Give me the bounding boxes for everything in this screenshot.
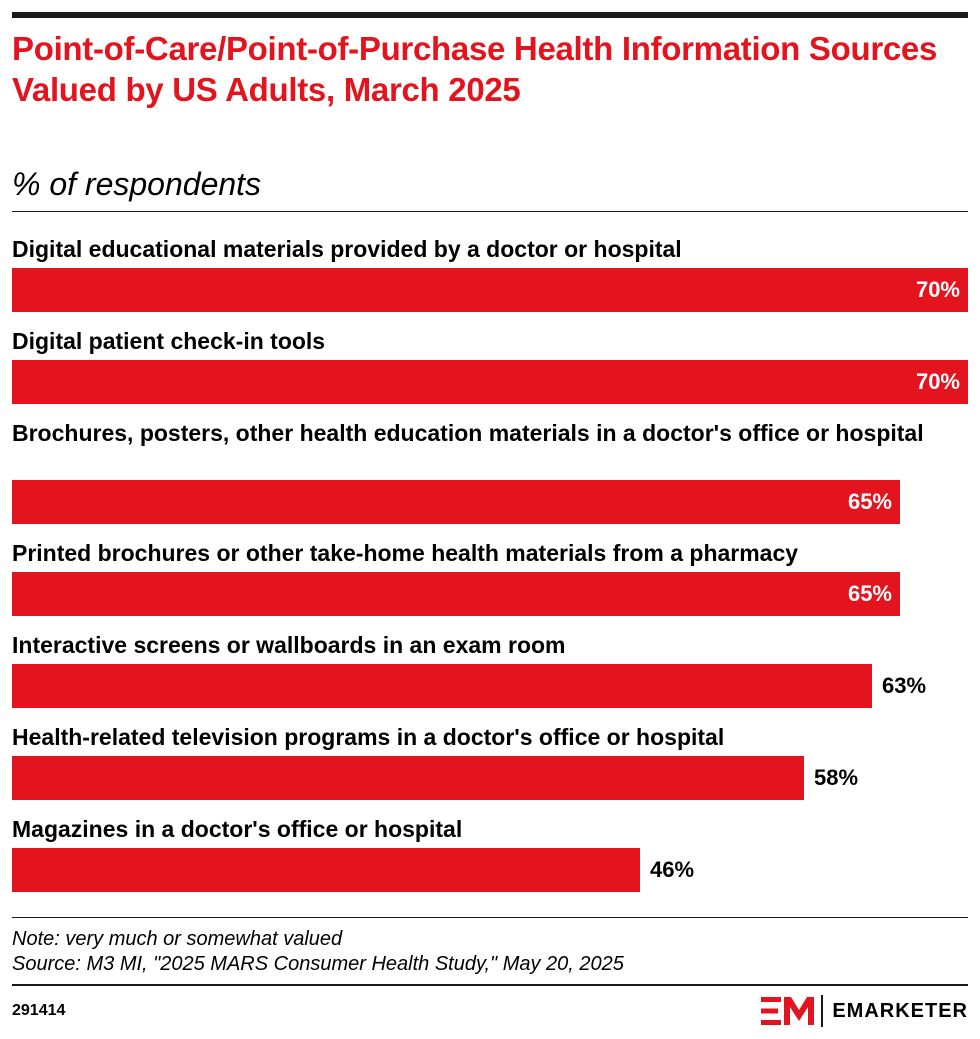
chart-note: Note: very much or somewhat valued bbox=[12, 928, 343, 950]
bottom-rule bbox=[12, 984, 968, 986]
chart-subtitle: % of respondents bbox=[12, 166, 262, 202]
chart-id: 291414 bbox=[12, 1002, 66, 1019]
category-label: Brochures, posters, other health educati… bbox=[12, 420, 924, 446]
data-label: 58% bbox=[814, 765, 859, 790]
bar bbox=[12, 268, 968, 312]
data-label: 65% bbox=[847, 489, 892, 514]
bar bbox=[12, 360, 968, 404]
emarketer-logo: EMARKETER bbox=[761, 994, 968, 1028]
category-label: Health-related television programs in a … bbox=[12, 724, 725, 750]
bar bbox=[12, 480, 900, 524]
data-label: 46% bbox=[650, 857, 695, 882]
chart-source: Source: M3 MI, "2025 MARS Consumer Healt… bbox=[12, 953, 624, 975]
data-label: 70% bbox=[915, 369, 960, 394]
brand-wordmark: EMARKETER bbox=[832, 1000, 968, 1022]
category-label: Digital patient check-in tools bbox=[12, 328, 326, 354]
bar bbox=[12, 572, 900, 616]
category-label: Magazines in a doctor's office or hospit… bbox=[12, 816, 463, 842]
category-label: Interactive screens or wallboards in an … bbox=[12, 632, 566, 658]
bar bbox=[12, 848, 640, 892]
header-rule bbox=[12, 211, 968, 212]
footer-rule bbox=[12, 917, 968, 918]
category-label: Printed brochures or other take-home hea… bbox=[12, 540, 799, 566]
data-label: 63% bbox=[882, 673, 927, 698]
data-label: 65% bbox=[847, 581, 892, 606]
top-rule bbox=[12, 12, 968, 18]
em-logo-icon bbox=[761, 997, 815, 1025]
data-label: 70% bbox=[915, 277, 960, 302]
logo-separator bbox=[821, 995, 824, 1027]
bar bbox=[12, 664, 872, 708]
category-label: Digital educational materials provided b… bbox=[12, 236, 682, 262]
bar bbox=[12, 756, 804, 800]
chart-title: Point-of-Care/Point-of-Purchase Health I… bbox=[12, 30, 938, 108]
